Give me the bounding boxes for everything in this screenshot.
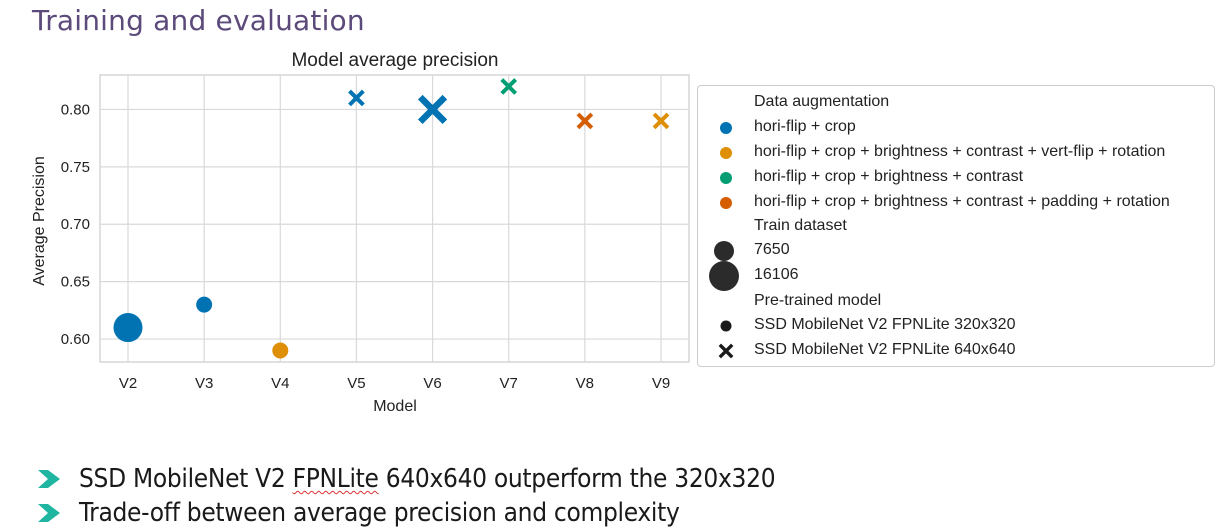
bullet-text: SSD MobileNet V2 FPNLite 640x640 outperf… [79,464,776,494]
legend-title-dataset: Train dataset [698,214,1214,238]
spellcheck-flagged-word: FPNLite [292,464,379,494]
data-point-v6 [417,94,448,125]
y-tick-label: 0.60 [61,331,90,348]
y-tick-label: 0.70 [61,216,90,233]
legend-item-aug-2: hori-flip + crop + brightness + contrast [698,165,1214,189]
y-axis-label: Average Precision [31,156,48,286]
legend-title-text: Data augmentation [754,93,890,110]
data-point-v8 [576,112,594,130]
legend-size-swatch [709,261,739,291]
bullet-list: SSD MobileNet V2 FPNLite 640x640 outperf… [38,462,776,530]
y-tick-label: 0.75 [61,159,90,176]
bullet-text: Trade-off between average precision and … [79,498,680,528]
legend-title-text: Train dataset [754,217,847,234]
legend-label: hori-flip + crop + brightness + contrast [754,168,1024,185]
chevron-right-icon [38,504,60,522]
legend-swatch [720,122,732,134]
legend-swatch [720,172,732,184]
bullet-item: SSD MobileNet V2 FPNLite 640x640 outperf… [38,462,776,496]
x-tick-label: V5 [347,375,365,392]
legend-swatch [720,147,732,159]
x-marker-icon [718,343,734,359]
x-tick-label: V2 [119,375,137,392]
y-tick-label: 0.65 [61,274,90,291]
legend-item-aug-0: hori-flip + crop [698,115,1214,139]
legend-title-pretrained: Pre-trained model [698,289,1214,313]
legend-item-aug-3: hori-flip + crop + brightness + contrast… [698,190,1214,214]
circle-marker-icon [720,320,732,332]
chart-title: Model average precision [291,50,498,71]
y-tick-label: 0.80 [61,101,90,118]
x-tick-label: V9 [652,375,670,392]
data-points [113,78,670,359]
legend-title-text: Pre-trained model [754,292,882,309]
x-axis-ticks: V2 V3 V4 V5 V6 V7 V8 V9 [119,375,670,392]
legend-label: 7650 [754,241,790,258]
bullet-item: Trade-off between average precision and … [38,496,775,530]
chevron-right-icon [38,470,60,488]
legend-swatch [720,197,732,209]
legend-item-dataset-16106: 16106 [698,261,1214,291]
legend-item-pretrained-640: SSD MobileNet V2 FPNLite 640x640 [698,338,1214,362]
x-tick-label: V7 [500,375,518,392]
data-point-v9 [652,112,670,130]
legend-item-dataset-7650: 7650 [698,238,1214,262]
data-point-v3 [196,296,213,313]
y-axis-ticks: 0.60 0.65 0.70 0.75 0.80 [61,101,90,348]
legend-title-augmentation: Data augmentation [698,90,1214,114]
legend-label: SSD MobileNet V2 FPNLite 640x640 [754,341,1016,358]
legend-label: hori-flip + crop + brightness + contrast… [754,193,1170,210]
data-point-v5 [348,89,365,107]
x-tick-label: V8 [576,375,594,392]
legend-label: 16106 [754,266,799,283]
legend: Data augmentation hori-flip + crop hori-… [697,85,1215,367]
x-tick-label: V6 [423,375,441,392]
legend-label: hori-flip + crop + brightness + contrast… [754,143,1166,160]
slide-title: Training and evaluation [32,4,365,37]
data-point-v7 [500,78,518,95]
plot-area [99,74,690,363]
grid [100,75,689,362]
legend-item-aug-1: hori-flip + crop + brightness + contrast… [698,140,1214,164]
legend-size-swatch [714,241,734,261]
legend-label: SSD MobileNet V2 FPNLite 320x320 [754,316,1016,333]
data-point-v2 [113,313,143,343]
legend-item-pretrained-320: SSD MobileNet V2 FPNLite 320x320 [698,313,1214,337]
x-axis-label: Model [373,398,417,415]
x-tick-label: V4 [271,375,289,392]
x-tick-label: V3 [195,375,213,392]
data-point-v4 [272,342,289,359]
legend-label: hori-flip + crop [754,118,856,135]
